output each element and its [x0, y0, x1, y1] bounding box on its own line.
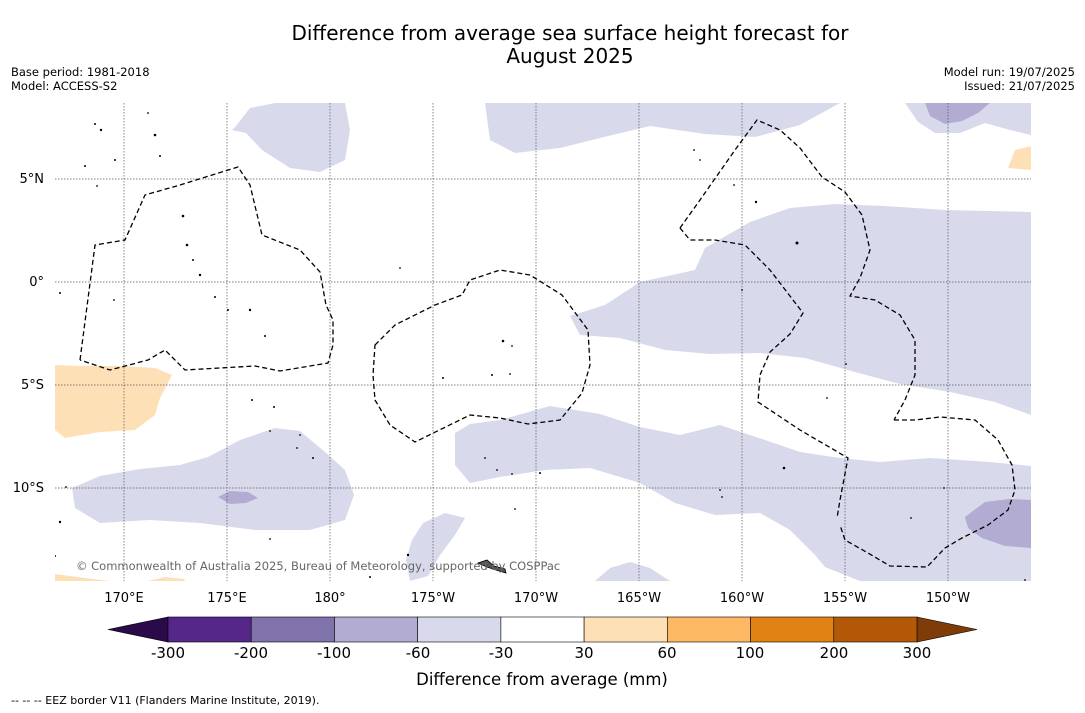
colorbar-bin — [667, 616, 751, 643]
colorbar-bin — [500, 616, 585, 643]
lon-label: 175°E — [207, 591, 247, 606]
colorbar-tick-label: -200 — [234, 644, 268, 662]
colorbar-bin — [583, 616, 668, 643]
issued-text: Issued: 21/07/2025 — [964, 79, 1075, 93]
colorbar-extend-high — [916, 616, 978, 643]
positive-anomaly-regions — [55, 146, 1031, 581]
model-run-text: Model run: 19/07/2025 — [943, 65, 1075, 79]
lon-label: 160°W — [720, 591, 764, 606]
copyright-text: © Commonwealth of Australia 2025, Bureau… — [76, 559, 560, 573]
lon-label: 175°W — [411, 591, 455, 606]
lon-label: 150°W — [926, 591, 970, 606]
colorbar-bin — [334, 616, 418, 643]
colorbar-tick-label: 200 — [820, 644, 849, 662]
lon-label: 170°W — [514, 591, 558, 606]
colorbar-tick-label: 30 — [574, 644, 593, 662]
colorbar: -300 -200 -100 -60 -30 30 60 100 200 300… — [107, 616, 978, 689]
colorbar-bin — [167, 616, 252, 643]
colorbar-bin — [750, 616, 835, 643]
colorbar-title: Difference from average (mm) — [416, 670, 668, 689]
colorbar-bin — [833, 616, 918, 643]
map-title-line-2: August 2025 — [506, 44, 634, 68]
colorbar-tick-label: 100 — [736, 644, 765, 662]
graticule — [55, 103, 1031, 581]
colorbar-tick-label: -300 — [151, 644, 185, 662]
latitude-labels: 5°N 0° 5°S 10°S — [13, 172, 44, 496]
lon-label: 165°W — [617, 591, 661, 606]
lon-label: 170°E — [104, 591, 144, 606]
eez-legend-text: -- -- -- EEZ border V11 (Flanders Marine… — [11, 694, 320, 707]
colorbar-extend-low — [107, 616, 169, 643]
colorbar-tick-label: 60 — [657, 644, 676, 662]
map-area: © Commonwealth of Australia 2025, Bureau… — [55, 103, 1031, 581]
islands — [55, 112, 1026, 581]
base-period-text: Base period: 1981-2018 — [11, 65, 150, 79]
colorbar-tick-label: -30 — [489, 644, 514, 662]
eez-borders — [79, 119, 1016, 568]
lat-label: 0° — [29, 275, 44, 290]
colorbar-tick-label: -100 — [317, 644, 351, 662]
colorbar-tick-label: -60 — [406, 644, 431, 662]
negative-anomaly-regions — [72, 103, 1031, 581]
lat-label: 5°S — [21, 378, 44, 393]
colorbar-bin — [417, 616, 502, 643]
strong-negative-anomaly-regions — [218, 103, 1031, 548]
map-title-line-1: Difference from average sea surface heig… — [291, 21, 849, 45]
lat-label: 10°S — [13, 481, 44, 496]
longitude-labels: 170°E 175°E 180° 175°W 170°W 165°W 160°W… — [104, 591, 970, 606]
colorbar-tick-label: 300 — [903, 644, 932, 662]
colorbar-bin — [250, 616, 335, 643]
lon-label: 180° — [314, 591, 345, 606]
lat-label: 5°N — [20, 172, 45, 187]
model-text: Model: ACCESS-S2 — [11, 79, 118, 93]
lon-label: 155°W — [823, 591, 867, 606]
